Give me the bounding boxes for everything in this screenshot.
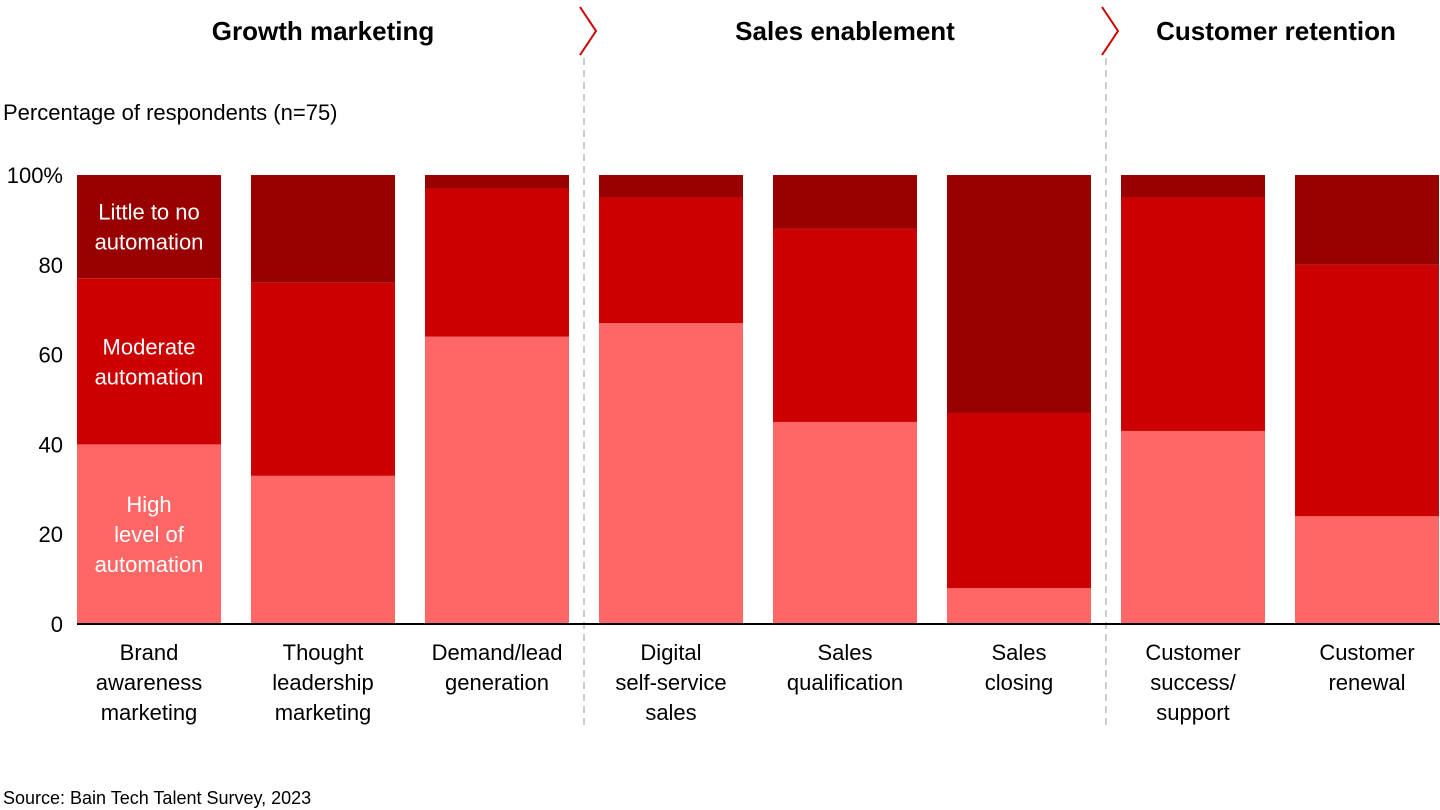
- category-label: Sales: [991, 640, 1046, 665]
- category-label: qualification: [787, 670, 903, 695]
- chevron-right-icon: [1101, 6, 1120, 56]
- series-label: automation: [95, 364, 204, 389]
- bar-segment-little-to-no-automation: [1295, 175, 1439, 265]
- category-label: Digital: [640, 640, 701, 665]
- category-label: Demand/lead: [432, 640, 563, 665]
- category-label: marketing: [275, 700, 372, 725]
- y-tick-label: 0: [51, 612, 63, 637]
- series-label: automation: [95, 552, 204, 577]
- bar-segment-high-level-of-automation: [599, 323, 743, 624]
- category-label: Brand: [120, 640, 179, 665]
- bar-segment-high-level-of-automation: [251, 475, 395, 624]
- category-label: sales: [645, 700, 696, 725]
- bar-segment-moderate-automation: [1295, 264, 1439, 517]
- group-title: Growth marketing: [212, 16, 434, 46]
- y-tick-label: 100%: [7, 163, 63, 188]
- category-label: self-service: [615, 670, 726, 695]
- bar-segment-little-to-no-automation: [425, 175, 569, 189]
- category-label: Sales: [817, 640, 872, 665]
- category-label: awareness: [96, 670, 202, 695]
- bar-segment-moderate-automation: [773, 228, 917, 422]
- bar-segment-little-to-no-automation: [947, 175, 1091, 413]
- bar-segment-high-level-of-automation: [947, 588, 1091, 624]
- bar-segment-little-to-no-automation: [251, 175, 395, 283]
- bar-segment-high-level-of-automation: [425, 336, 569, 624]
- category-label: support: [1156, 700, 1229, 725]
- category-label: generation: [445, 670, 549, 695]
- bar-segment-moderate-automation: [1121, 197, 1265, 431]
- chevron-right-icon: [579, 6, 598, 56]
- series-label: Moderate: [103, 334, 196, 359]
- category-label: closing: [985, 670, 1053, 695]
- category-label: Customer: [1145, 640, 1240, 665]
- bar-segment-moderate-automation: [947, 412, 1091, 589]
- bar-segment-high-level-of-automation: [77, 444, 221, 624]
- category-label: renewal: [1328, 670, 1405, 695]
- bar-segment-moderate-automation: [425, 188, 569, 337]
- bar-segment-moderate-automation: [599, 197, 743, 324]
- bar-segment-little-to-no-automation: [77, 175, 221, 279]
- category-label: marketing: [101, 700, 198, 725]
- bar-segment-moderate-automation: [77, 278, 221, 445]
- series-label: Little to no: [98, 200, 200, 225]
- y-tick-label: 80: [39, 253, 63, 278]
- group-title: Sales enablement: [735, 16, 955, 46]
- group-title: Customer retention: [1156, 16, 1396, 46]
- source-note: Source: Bain Tech Talent Survey, 2023: [3, 788, 311, 808]
- bar-segment-moderate-automation: [251, 282, 395, 476]
- series-label: automation: [95, 230, 204, 255]
- bar-segment-little-to-no-automation: [1121, 175, 1265, 198]
- y-tick-label: 20: [39, 522, 63, 547]
- series-label: High: [126, 492, 171, 517]
- bar-segment-high-level-of-automation: [1295, 516, 1439, 624]
- category-label: Customer: [1319, 640, 1414, 665]
- category-label: success/: [1150, 670, 1236, 695]
- bar-segment-little-to-no-automation: [599, 175, 743, 198]
- y-tick-label: 60: [39, 343, 63, 368]
- category-label: leadership: [272, 670, 374, 695]
- bar-segment-little-to-no-automation: [773, 175, 917, 229]
- y-axis-label: Percentage of respondents (n=75): [3, 100, 338, 125]
- category-label: Thought: [283, 640, 364, 665]
- bar-segment-high-level-of-automation: [1121, 430, 1265, 624]
- series-label: level of: [114, 522, 185, 547]
- bar-segment-high-level-of-automation: [773, 421, 917, 624]
- y-tick-label: 40: [39, 432, 63, 457]
